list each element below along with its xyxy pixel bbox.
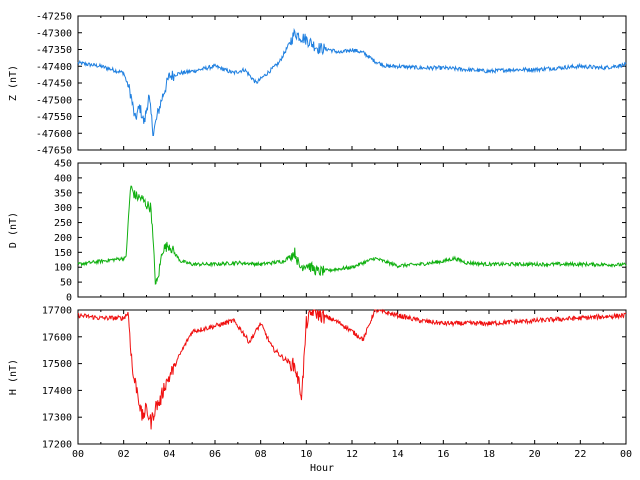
plot-frame	[77, 15, 627, 151]
y-tick-label: 17700	[42, 306, 72, 317]
panel-0: -47250 -47300 -47350 -47400 -47450 -47500 -475…	[8, 12, 627, 157]
x-tick-label: 22	[574, 449, 586, 460]
panel-2: 17200 17300 17400 17500 17600 17700 H (nT) 00 02…	[8, 306, 632, 475]
y-tick-label: 200	[54, 233, 72, 244]
y-tick-label: 450	[54, 159, 72, 170]
y-tick-label: 100	[54, 263, 72, 274]
y-tick-label: -47500	[36, 95, 72, 106]
x-tick-label: 02	[118, 449, 130, 460]
x-tick-label: 08	[255, 449, 267, 460]
y-tick-label: 250	[54, 218, 72, 229]
x-tick-label: 10	[300, 449, 312, 460]
y-tick-label: 400	[54, 173, 72, 184]
y-tick-label: 350	[54, 188, 72, 199]
y-axis-label: H (nT)	[8, 359, 19, 395]
y-tick-label: 0	[66, 293, 72, 304]
series-line-2	[77, 308, 627, 430]
y-tick-label: -47350	[36, 45, 72, 56]
y-tick-label: -47550	[36, 112, 72, 123]
y-tick-label: 17500	[42, 359, 72, 370]
x-tick-label: 06	[209, 449, 221, 460]
series-line-0	[77, 27, 627, 137]
series-line-1	[77, 185, 627, 285]
y-tick-label: 17400	[42, 386, 72, 397]
y-tick-label: 300	[54, 203, 72, 214]
x-axis-label: Hour	[310, 463, 334, 474]
panel-1: 0 50 100 150 200 250 300 350 400 450 D (nT)	[8, 159, 627, 304]
y-axis-label: Z (nT)	[8, 65, 19, 101]
y-tick-label: 17200	[42, 440, 72, 451]
y-tick-label: -47300	[36, 28, 72, 39]
plot-frame	[77, 162, 627, 298]
x-tick-label: 00	[620, 449, 632, 460]
y-tick-label: 150	[54, 248, 72, 259]
y-tick-label: -47250	[36, 12, 72, 23]
x-tick-label: 14	[392, 449, 404, 460]
y-tick-label: -47650	[36, 146, 72, 157]
y-tick-label: -47400	[36, 62, 72, 73]
x-tick-label: 16	[437, 449, 449, 460]
y-tick-label: 17300	[42, 413, 72, 424]
y-tick-label: 17600	[42, 332, 72, 343]
y-tick-label: -47600	[36, 129, 72, 140]
y-axis-label: D (nT)	[8, 212, 19, 248]
x-tick-label: 18	[483, 449, 495, 460]
x-tick-label: 04	[163, 449, 175, 460]
x-tick-label: 20	[529, 449, 541, 460]
x-tick-label: 12	[346, 449, 358, 460]
x-tick-label: 00	[72, 449, 84, 460]
y-tick-label: -47450	[36, 79, 72, 90]
y-tick-label: 50	[60, 278, 72, 289]
